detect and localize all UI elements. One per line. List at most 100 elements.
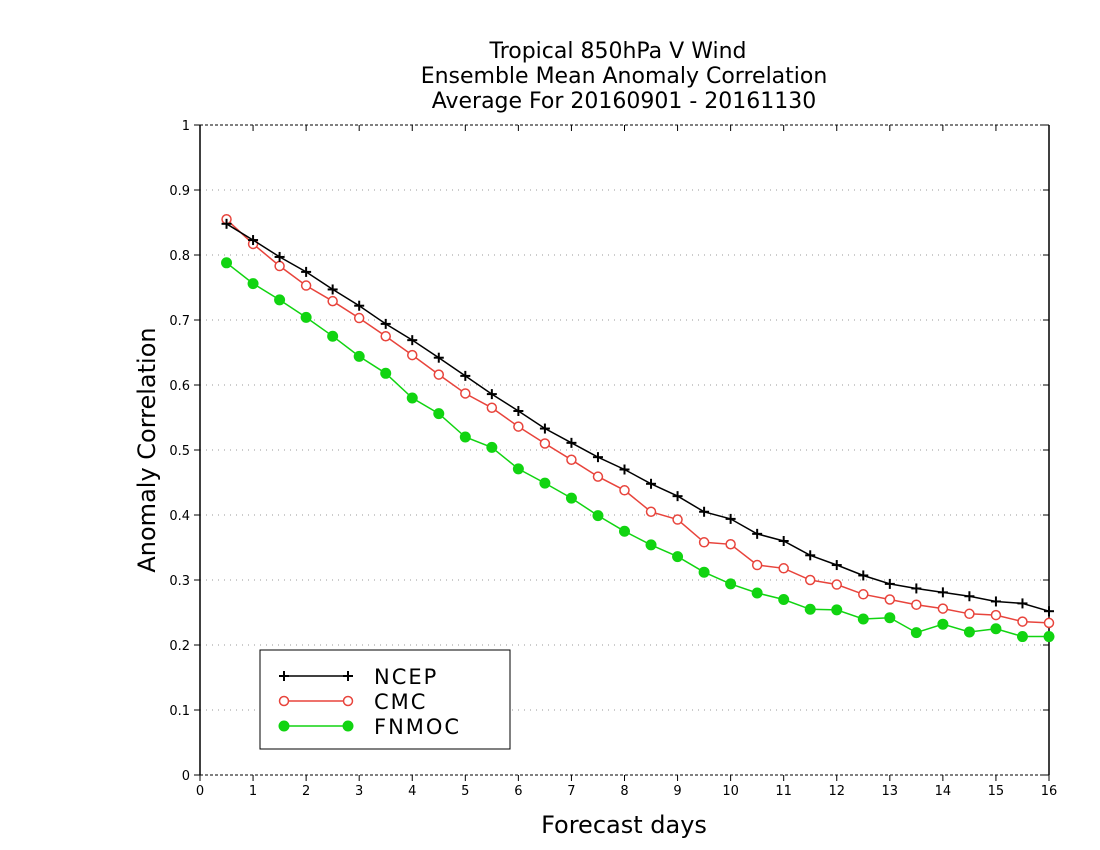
x-tick-label: 6 [514,784,522,799]
data-point-plus [778,536,789,546]
data-point-filled-circle [963,626,975,638]
data-point-open-circle [327,295,338,307]
data-point-filled-circle [592,510,604,522]
data-point-open-circle [380,331,391,342]
x-tick-label: 9 [673,784,681,799]
series-line-ncep [226,223,1050,612]
data-point-filled-circle [539,477,551,489]
data-point-filled-circle [831,604,843,616]
y-tick-label: 0.7 [169,314,190,329]
data-point-filled-circle [300,311,312,323]
data-point-plus [805,550,816,561]
x-tick-label: 5 [461,784,469,799]
x-tick-label: 12 [828,784,845,799]
data-point-filled-circle [1043,631,1055,643]
data-point-open-circle [513,421,524,432]
data-point-plus [460,370,471,381]
data-point-filled-circle [459,431,471,443]
data-point-filled-circle [778,594,790,605]
x-tick-label: 13 [882,784,899,799]
data-point-open-circle [278,695,290,707]
data-point-plus [274,251,285,262]
x-tick-label: 7 [567,784,575,799]
data-point-open-circle [342,695,354,707]
data-point-open-circle [990,609,1002,621]
legend-entry-cmc: CMC [278,690,427,714]
data-point-open-circle [566,454,577,465]
data-point-open-circle [672,514,683,525]
x-tick-label: 8 [620,784,628,799]
data-point-open-circle [407,349,418,361]
y-tick-label: 0 [182,769,190,784]
data-point-open-circle [1017,616,1028,627]
data-point-open-circle [751,559,763,571]
data-point-filled-circle [247,278,259,290]
data-point-open-circle [778,563,789,574]
data-point-plus [646,478,657,489]
legend-label: CMC [374,690,427,714]
legend-box [259,649,511,750]
data-point-filled-circle [884,612,896,624]
data-point-plus [911,583,922,594]
legend-entry-fnmoc: FNMOC [278,715,461,739]
data-point-filled-circle [725,578,737,590]
x-tick-label: 15 [988,784,1005,799]
data-point-filled-circle [698,566,710,578]
data-point-filled-circle [342,720,354,732]
x-tick-label: 10 [722,784,739,799]
y-axis-label: Anomaly Correlation [133,327,161,572]
data-point-open-circle [539,438,551,449]
data-point-open-circle [937,603,949,614]
series-line-cmc [225,218,1050,624]
x-tick-label: 16 [1041,784,1058,799]
data-point-plus [566,437,577,448]
data-point-plus [354,300,365,311]
data-point-filled-circle [486,441,498,453]
series-line-fnmoc [226,262,1049,638]
data-point-filled-circle [751,587,763,599]
data-point-plus [592,452,603,463]
data-point-filled-circle [512,463,524,475]
data-point-plus [619,464,630,475]
data-point-open-circle [698,537,710,548]
chart-title: Tropical 850hPa V Wind Ensemble Mean Ano… [421,39,828,114]
data-point-open-circle [353,312,365,324]
x-tick-label: 4 [408,784,416,799]
data-point-filled-circle [406,392,418,404]
data-point-filled-circle [645,539,657,551]
data-point-plus [990,596,1001,607]
chart-title-line-3: Average For 20160901 - 20161130 [432,89,817,114]
data-point-filled-circle [1016,631,1028,643]
data-point-plus [380,318,391,329]
data-point-plus [513,406,524,416]
data-point-open-circle [884,594,896,605]
data-point-plus [433,352,444,363]
data-point-open-circle [1043,617,1055,629]
data-point-filled-circle [672,551,684,563]
data-point-plus [221,218,232,229]
data-point-open-circle [300,280,312,291]
y-tick-label: 0.6 [169,379,190,394]
data-point-open-circle [964,608,975,620]
legend-label: FNMOC [374,715,461,739]
data-point-plus [539,423,550,434]
x-tick-label: 3 [355,784,363,799]
y-tick-label: 0.1 [169,704,190,719]
data-point-plus [831,560,842,571]
y-tick-label: 0.2 [169,639,190,654]
data-point-filled-circle [619,525,630,537]
data-point-open-circle [433,369,445,380]
series-fnmoc [221,257,1055,643]
x-tick-label: 14 [935,784,952,799]
data-point-filled-circle [380,367,392,379]
data-point-plus [343,671,353,681]
data-point-filled-circle [327,330,339,342]
legend-label: NCEP [374,665,438,689]
chart-title-line-2: Ensemble Mean Anomaly Correlation [421,64,828,89]
data-point-plus [884,578,895,589]
data-point-filled-circle [937,618,949,630]
data-point-open-circle [725,539,736,550]
x-axis-label: Forecast days [541,811,707,839]
